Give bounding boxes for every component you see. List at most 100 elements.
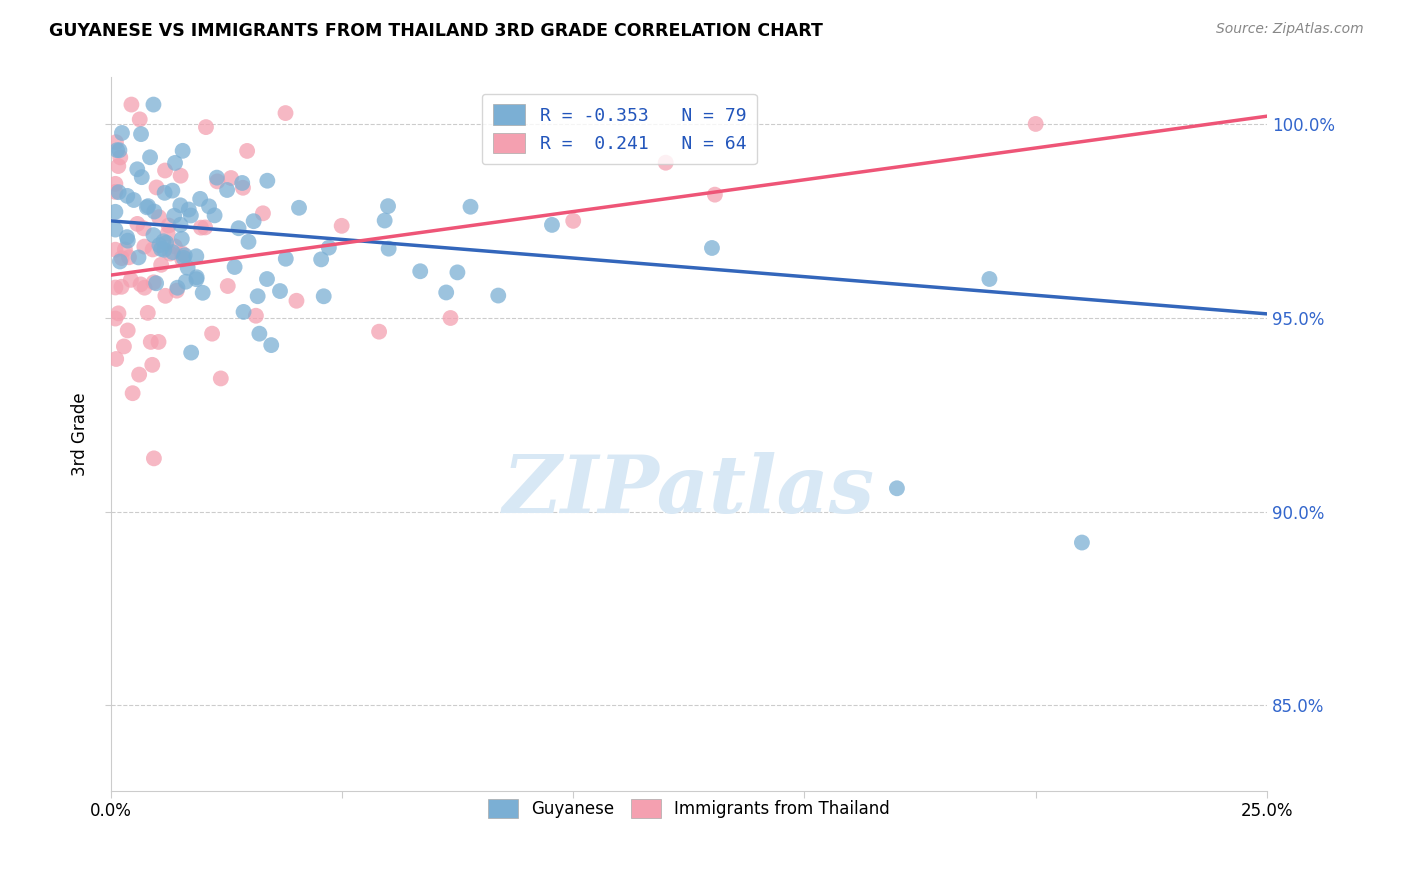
Point xyxy=(127,162,149,177)
Point xyxy=(242,214,264,228)
Point xyxy=(173,248,195,262)
Point xyxy=(368,325,391,339)
Point xyxy=(217,279,239,293)
Point xyxy=(204,208,226,222)
Point xyxy=(186,249,208,263)
Point xyxy=(104,311,127,326)
Point xyxy=(110,150,132,164)
Point xyxy=(112,339,135,353)
Point xyxy=(703,187,725,202)
Point xyxy=(1071,535,1094,549)
Point xyxy=(186,272,208,286)
Point xyxy=(232,305,254,319)
Point xyxy=(256,272,278,286)
Point xyxy=(309,252,332,267)
Point xyxy=(224,260,246,274)
Point xyxy=(172,246,194,260)
Point xyxy=(128,251,150,265)
Point xyxy=(377,199,399,213)
Point xyxy=(150,258,173,272)
Point xyxy=(104,185,127,199)
Point xyxy=(434,285,457,300)
Point xyxy=(979,272,1001,286)
Point xyxy=(152,235,174,249)
Point xyxy=(439,311,461,326)
Point xyxy=(139,150,162,164)
Point xyxy=(108,254,131,268)
Point xyxy=(269,284,291,298)
Point xyxy=(217,183,239,197)
Point xyxy=(176,260,198,275)
Point xyxy=(155,235,177,250)
Point xyxy=(541,218,564,232)
Point xyxy=(245,309,267,323)
Point xyxy=(246,289,269,303)
Point xyxy=(460,200,482,214)
Point xyxy=(127,217,149,231)
Point xyxy=(148,210,170,224)
Point xyxy=(155,289,177,303)
Point xyxy=(198,199,221,213)
Point xyxy=(134,281,156,295)
Point xyxy=(256,174,278,188)
Point xyxy=(142,228,165,243)
Point xyxy=(104,135,127,149)
Point xyxy=(238,235,260,249)
Point xyxy=(201,326,224,341)
Point xyxy=(136,199,159,213)
Point xyxy=(157,219,180,233)
Point xyxy=(377,242,399,256)
Point xyxy=(105,351,128,366)
Point xyxy=(135,200,157,214)
Point xyxy=(318,241,340,255)
Point xyxy=(274,252,297,266)
Point xyxy=(409,264,432,278)
Point xyxy=(180,209,202,223)
Point xyxy=(139,334,162,349)
Point xyxy=(107,185,129,199)
Point xyxy=(186,270,208,285)
Point xyxy=(1025,117,1047,131)
Point xyxy=(141,358,163,372)
Point xyxy=(274,106,297,120)
Point xyxy=(163,209,186,223)
Point xyxy=(205,170,228,185)
Point xyxy=(188,192,211,206)
Point xyxy=(236,144,259,158)
Point xyxy=(260,338,283,352)
Point xyxy=(163,156,186,170)
Point xyxy=(231,176,253,190)
Point xyxy=(153,163,176,178)
Point xyxy=(163,239,186,253)
Point xyxy=(142,97,165,112)
Point xyxy=(150,242,173,256)
Point xyxy=(120,273,142,287)
Point xyxy=(191,285,214,300)
Point xyxy=(118,250,141,264)
Point xyxy=(486,288,509,302)
Point xyxy=(209,371,232,385)
Y-axis label: 3rd Grade: 3rd Grade xyxy=(72,392,89,475)
Point xyxy=(143,204,166,219)
Point xyxy=(285,293,308,308)
Point xyxy=(132,221,155,235)
Text: GUYANESE VS IMMIGRANTS FROM THAILAND 3RD GRADE CORRELATION CHART: GUYANESE VS IMMIGRANTS FROM THAILAND 3RD… xyxy=(49,22,823,40)
Point xyxy=(330,219,353,233)
Point xyxy=(159,246,181,260)
Point xyxy=(247,326,270,341)
Point xyxy=(115,230,138,244)
Point xyxy=(110,280,132,294)
Point xyxy=(128,112,150,127)
Point xyxy=(156,227,179,241)
Point xyxy=(129,277,152,292)
Point xyxy=(562,214,585,228)
Point xyxy=(107,306,129,320)
Point xyxy=(177,202,200,217)
Point xyxy=(142,451,165,466)
Point xyxy=(166,284,188,298)
Point xyxy=(128,368,150,382)
Point xyxy=(190,220,212,235)
Point xyxy=(252,206,274,220)
Point xyxy=(153,186,176,200)
Point xyxy=(312,289,335,303)
